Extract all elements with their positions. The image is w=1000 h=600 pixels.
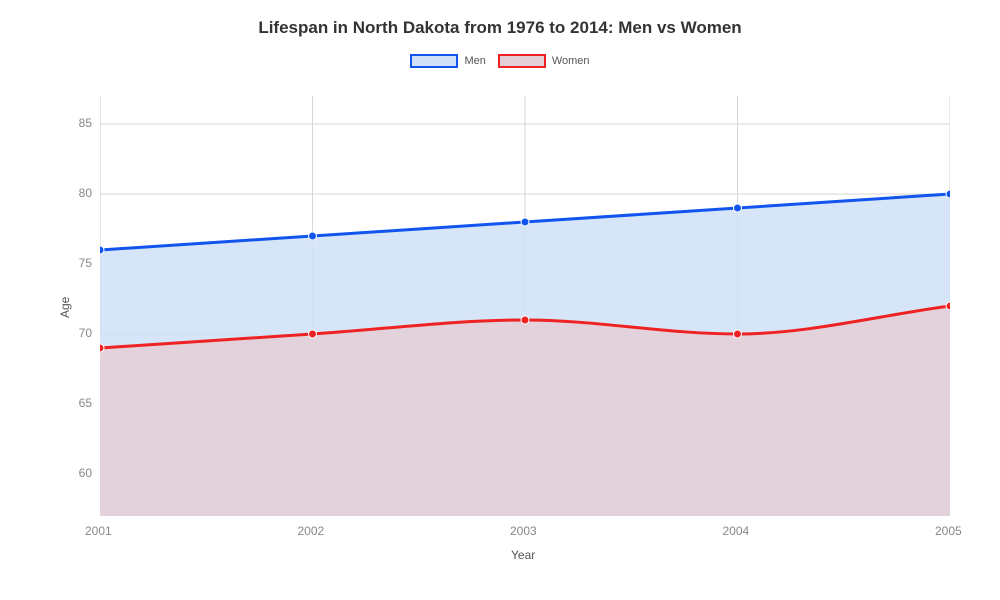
y-tick-label: 85 xyxy=(79,116,92,130)
y-tick-label: 70 xyxy=(79,326,92,340)
x-tick-label: 2002 xyxy=(298,524,325,538)
y-tick-label: 75 xyxy=(79,256,92,270)
x-tick-label: 2005 xyxy=(935,524,962,538)
y-axis-label: Age xyxy=(58,297,72,318)
chart-container: Lifespan in North Dakota from 1976 to 20… xyxy=(0,0,1000,600)
legend: Men Women xyxy=(0,54,1000,68)
x-tick-label: 2004 xyxy=(723,524,750,538)
legend-swatch-men xyxy=(410,54,458,68)
y-tick-label: 60 xyxy=(79,466,92,480)
x-tick-label: 2001 xyxy=(85,524,112,538)
legend-label-men: Men xyxy=(464,55,485,67)
legend-swatch-women xyxy=(498,54,546,68)
legend-label-women: Women xyxy=(552,55,590,67)
x-axis-label: Year xyxy=(511,548,535,562)
y-tick-label: 65 xyxy=(79,396,92,410)
y-tick-label: 80 xyxy=(79,186,92,200)
chart-svg xyxy=(100,96,950,516)
plot-area xyxy=(100,96,950,516)
legend-item-women[interactable]: Women xyxy=(498,54,590,68)
chart-title: Lifespan in North Dakota from 1976 to 20… xyxy=(0,0,1000,38)
x-tick-label: 2003 xyxy=(510,524,537,538)
legend-item-men[interactable]: Men xyxy=(410,54,485,68)
